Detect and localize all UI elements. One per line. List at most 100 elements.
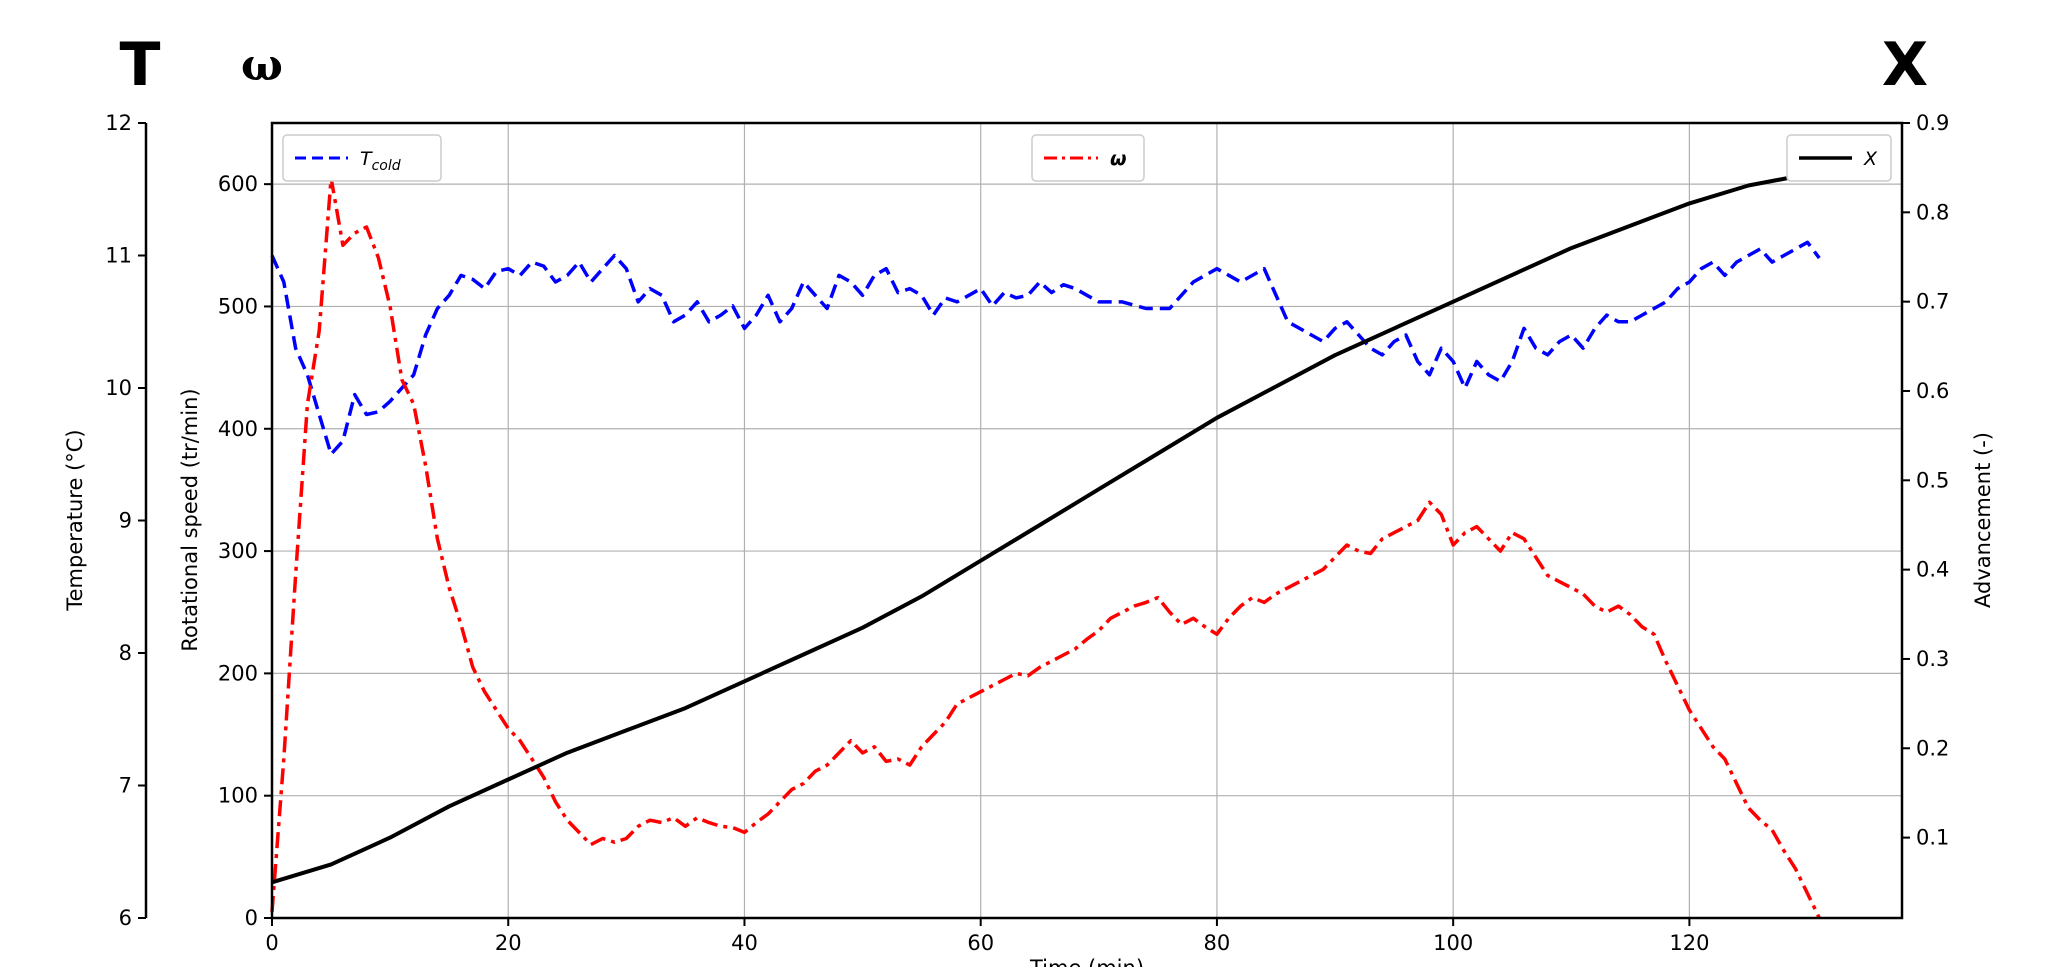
series-omega-point — [1641, 626, 1643, 628]
series-omega-point — [1310, 574, 1312, 576]
series-omega-point — [613, 841, 615, 843]
series-omega-point — [1417, 519, 1419, 521]
series-x-point — [1039, 524, 1041, 526]
x-tick-label: 60 — [967, 931, 994, 955]
series-t-cold-point — [1334, 327, 1336, 329]
series-omega-point — [1121, 611, 1123, 613]
x-tick-label: 40 — [731, 931, 758, 955]
series-t-cold-point — [838, 274, 840, 276]
x-tick-label: 100 — [1433, 931, 1473, 955]
series-omega-point — [1322, 568, 1324, 570]
speed-tick-label: 100 — [218, 784, 258, 808]
series-omega-point — [519, 739, 521, 741]
series-omega-point — [542, 776, 544, 778]
series-omega-point — [401, 379, 403, 381]
speed-tick-label: 400 — [218, 417, 258, 441]
series-t-cold-point — [979, 287, 981, 289]
legend-t-cold: Tcold — [282, 134, 442, 182]
advancement-tick-label: 0.6 — [1916, 379, 1949, 403]
series-t-cold-point — [1558, 340, 1560, 342]
series-t-cold-point — [365, 413, 367, 415]
temperature-tick-label: 7 — [119, 774, 132, 798]
series-x-point — [1688, 202, 1690, 204]
series-omega-point — [1298, 580, 1300, 582]
temperature-tick-label: 11 — [105, 244, 132, 268]
series-omega-point — [802, 782, 804, 784]
series-omega-point — [1759, 819, 1761, 821]
series-omega-point — [861, 752, 863, 754]
series-t-cold-point — [1050, 291, 1052, 293]
series-t-cold-point — [401, 387, 403, 389]
series-t-cold-point — [1582, 347, 1584, 349]
series-omega-point — [413, 403, 415, 405]
series-omega-point — [1180, 623, 1182, 625]
series-t-cold-point — [1015, 297, 1017, 299]
series-omega-point — [1369, 552, 1371, 554]
advancement-tick-label: 0.7 — [1916, 290, 1949, 314]
series-x-point — [684, 707, 686, 709]
series-omega-point — [1523, 538, 1525, 540]
series-omega-point — [979, 691, 981, 693]
series-omega-point — [743, 831, 745, 833]
series-t-cold-point — [542, 265, 544, 267]
series-t-cold-point — [531, 261, 533, 263]
series-t-cold-point — [318, 413, 320, 415]
series-t-cold-point — [1523, 327, 1525, 329]
series-t-cold-point — [850, 281, 852, 283]
series-x-point — [1275, 385, 1277, 387]
series-omega-point — [767, 813, 769, 815]
series-t-cold-point — [507, 268, 509, 270]
series-omega-point — [649, 819, 651, 821]
series-omega-point — [1594, 605, 1596, 607]
legend-x-label: X — [1863, 148, 1878, 170]
series-t-cold-point — [413, 374, 415, 376]
series-t-cold-point — [791, 307, 793, 309]
series-omega-point — [1168, 611, 1170, 613]
series-t-cold-point — [720, 314, 722, 316]
series-t-cold — [270, 240, 1821, 456]
series-t-cold-point — [1735, 261, 1737, 263]
series-t-cold-point — [460, 274, 462, 276]
series-omega — [270, 176, 1821, 919]
series-t-cold-point — [1688, 281, 1690, 283]
series-t-cold-point — [1452, 360, 1454, 362]
omega-axis-letter: ω — [241, 40, 283, 91]
series-t-cold-point — [1747, 254, 1749, 256]
series-t-cold-point — [448, 294, 450, 296]
series-t-cold-point — [1464, 387, 1466, 389]
series-omega-point — [1653, 633, 1655, 635]
series-omega-point — [306, 403, 308, 405]
series-omega-point — [968, 697, 970, 699]
series-t-cold-point — [294, 347, 296, 349]
series-t-cold-point — [1499, 380, 1501, 382]
series-t-cold-point — [578, 261, 580, 263]
legend-t-cold-box — [282, 134, 442, 182]
series-t-cold-point — [637, 301, 639, 303]
temperature-tick-label: 10 — [105, 376, 132, 400]
series-t-cold-point — [684, 314, 686, 316]
series-t-cold-point — [991, 305, 993, 307]
series-t-cold-point — [1039, 281, 1041, 283]
series-omega-point — [1487, 538, 1489, 540]
series-omega-point — [991, 684, 993, 686]
series-omega-point — [1133, 605, 1135, 607]
grid — [272, 123, 1902, 918]
series-omega-point — [731, 826, 733, 828]
series-x-point — [861, 626, 863, 628]
series-omega-point — [1393, 532, 1395, 534]
series-t-cold-point — [1357, 334, 1359, 336]
series-t-cold-point — [1535, 347, 1537, 349]
series-t-cold-point — [1617, 321, 1619, 323]
series-omega-point — [1535, 556, 1537, 558]
series-t-cold-point — [1263, 268, 1265, 270]
x-tick-label: 120 — [1669, 931, 1709, 955]
series-omega-point — [1582, 593, 1584, 595]
series-omega-point — [1381, 538, 1383, 540]
series-omega-point — [956, 703, 958, 705]
series-omega-point — [1228, 617, 1230, 619]
series-omega-point — [672, 817, 674, 819]
series-omega-point — [1263, 601, 1265, 603]
series-omega-point — [1724, 758, 1726, 760]
speed-tick-label: 200 — [218, 661, 258, 685]
series-omega-point — [1688, 709, 1690, 711]
